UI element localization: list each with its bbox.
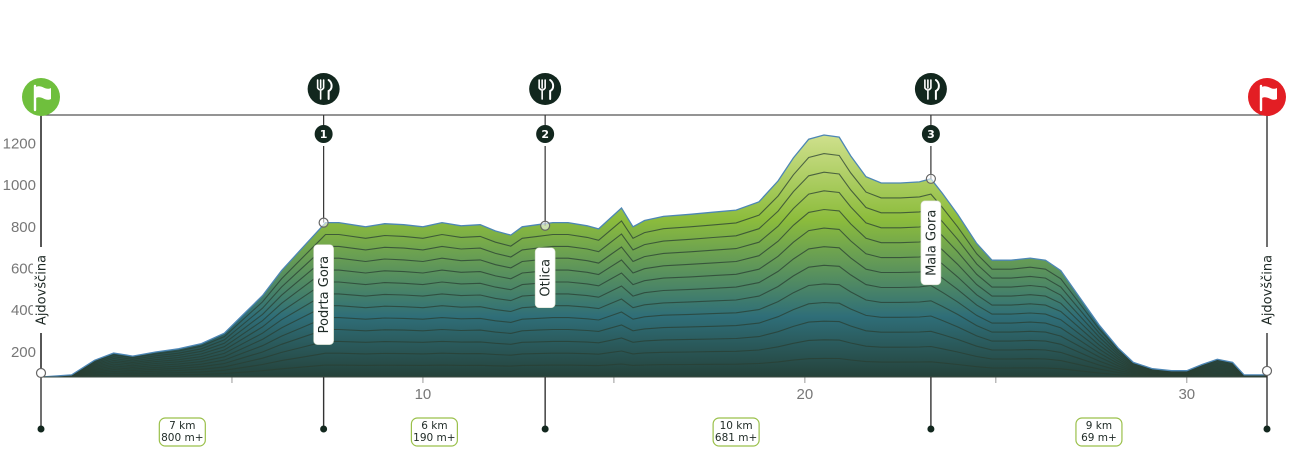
- endpoint-label: Ajdovščina: [35, 255, 50, 325]
- aid-point: [318, 217, 329, 228]
- marker-dot: [320, 425, 328, 433]
- contour-line: [41, 171, 1267, 377]
- segment-gain: 681 m+: [715, 432, 757, 444]
- aid-number: 1: [320, 128, 328, 141]
- labels: Ajdovščina Ajdovščina Podrta Gora Otlica Mal…: [33, 173, 1276, 447]
- aid-label-box: [534, 247, 556, 309]
- fork-knife-icon: [307, 73, 340, 105]
- red-flag-icon: [1248, 78, 1286, 116]
- marker-dot: [1263, 425, 1271, 433]
- flag-cloth: [36, 86, 51, 100]
- fork-knife-icon: [914, 73, 947, 105]
- endpoint-point: [1261, 365, 1273, 377]
- y-tick-label: 1200: [3, 135, 36, 152]
- x-tick-label: 20: [797, 386, 814, 403]
- segment-badge: [712, 417, 760, 447]
- contour-line: [41, 227, 1267, 377]
- contour-line: [41, 208, 1267, 377]
- endpoint-label-bg: [33, 247, 49, 333]
- fork-shape: [538, 79, 546, 100]
- green-flag-icon: [22, 78, 60, 116]
- y-tick-label: 1000: [3, 177, 36, 194]
- knife-shape: [934, 79, 940, 100]
- contour-line: [41, 246, 1267, 377]
- aid-number: 2: [541, 128, 549, 141]
- y-tick-label: 800: [11, 219, 36, 236]
- marker-dot: [541, 425, 549, 433]
- contour-line: [41, 339, 1267, 377]
- marker-dot: [37, 425, 45, 433]
- segment-gain: 800 m+: [161, 432, 203, 444]
- aid-number-badge: [314, 125, 333, 143]
- knife-shape: [327, 79, 333, 100]
- contour-line: [41, 320, 1267, 377]
- endpoint-label-bg: [1259, 247, 1275, 333]
- aid-label-box: [313, 244, 334, 345]
- segment-distance: 6 km: [421, 420, 447, 432]
- marker-dot: [927, 425, 935, 433]
- contour-line: [41, 190, 1267, 377]
- contour-line: [41, 264, 1267, 377]
- aid-label: Mala Gora: [924, 210, 939, 276]
- aid-point: [540, 220, 551, 231]
- aid-number: 3: [927, 128, 935, 141]
- profile-outline: [40, 134, 1267, 378]
- y-tick-label: 400: [11, 302, 36, 319]
- aid-number-badge: [536, 125, 555, 143]
- segment-distance: 10 km: [720, 420, 753, 432]
- fork-knife-icon: [529, 73, 562, 105]
- contour-line: [41, 153, 1267, 377]
- profile-area: [40, 134, 1267, 378]
- aid-label-box: [920, 200, 942, 286]
- endpoint-point: [35, 367, 47, 379]
- y-tick-label: 600: [11, 261, 36, 278]
- contour-line: [41, 283, 1267, 377]
- flag-cloth: [1262, 86, 1277, 100]
- aid-label: Podrta Gora: [317, 256, 332, 333]
- contour-line: [41, 357, 1267, 377]
- segment-gain: 69 m+: [1081, 432, 1117, 444]
- aid-point: [925, 173, 937, 184]
- segment-gain: 190 m+: [413, 432, 455, 444]
- segment-distance: 7 km: [169, 420, 195, 432]
- aid-number-badge: [921, 125, 940, 143]
- segment-badge: [158, 417, 206, 447]
- contour-line: [41, 301, 1267, 377]
- endpoint-label: Ajdovščina: [1261, 255, 1276, 325]
- fork-shape: [316, 79, 325, 100]
- segment-distance: 9 km: [1086, 420, 1112, 432]
- aid-label: Otlica: [539, 259, 554, 297]
- segment-badge: [1075, 417, 1123, 447]
- x-tick-label: 10: [415, 386, 432, 403]
- fork-shape: [924, 79, 932, 100]
- y-tick-label: 200: [11, 344, 36, 361]
- segment-badge: [410, 417, 458, 447]
- x-tick-label: 30: [1178, 386, 1195, 403]
- contour-lines: [41, 153, 1267, 377]
- axes: 200 400 600 800 1000 1200 10 20 30: [3, 115, 1195, 403]
- knife-shape: [549, 79, 555, 100]
